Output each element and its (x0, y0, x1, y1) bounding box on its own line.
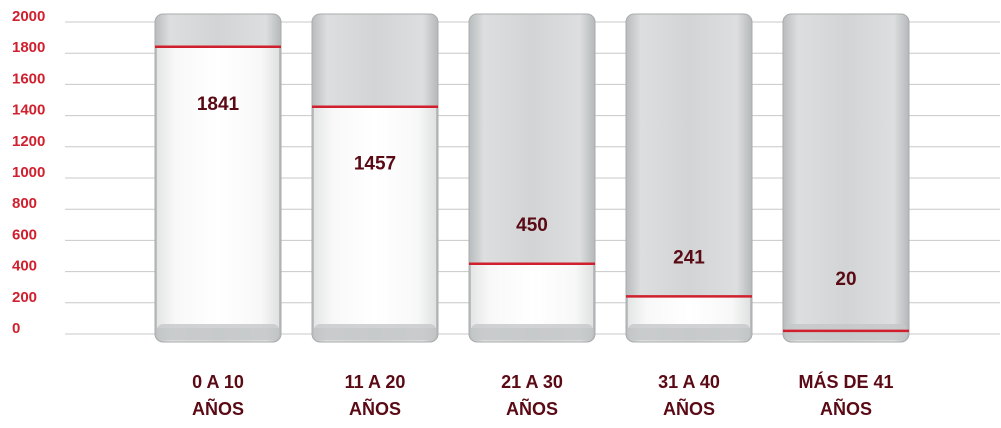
x-tick-label: 21 A 30 (501, 372, 563, 392)
value-label: 20 (835, 269, 856, 290)
milk (471, 263, 593, 328)
value-label: 1457 (354, 154, 396, 175)
x-tick-label: MÁS DE 41 (798, 371, 893, 392)
y-tick-label: 1200 (12, 133, 45, 150)
glass-base (314, 324, 436, 340)
x-tick-label: AÑOS (820, 398, 872, 419)
y-tick-label: 400 (12, 258, 37, 275)
y-tick-label: 1400 (12, 102, 45, 119)
glass-base (628, 324, 750, 340)
y-tick-label: 200 (12, 289, 37, 306)
x-tick-label: AÑOS (192, 398, 244, 419)
value-label: 1841 (197, 94, 240, 115)
y-tick-label: 600 (12, 226, 37, 243)
x-tick-label: AÑOS (349, 398, 401, 419)
y-tick-label: 1600 (12, 70, 45, 87)
x-tick-label: 0 A 10 (192, 372, 244, 392)
glass-base (471, 324, 593, 340)
y-tick-label: 800 (12, 195, 37, 212)
x-tick-label: 31 A 40 (658, 372, 720, 392)
milk (628, 296, 750, 328)
x-tick-label: AÑOS (663, 398, 715, 419)
glasses: 1841 0 A 10 AÑOS 1457 11 A 20 AÑOS 450 21 A 30 A… (154, 13, 910, 419)
x-tick-label: 11 A 20 (345, 372, 406, 392)
glass (782, 13, 910, 343)
milk (314, 106, 436, 328)
y-tick-label: 1000 (12, 164, 45, 181)
glass (625, 13, 753, 343)
milk (157, 46, 279, 328)
glass-base (157, 324, 279, 340)
y-tick-label: 0 (12, 320, 20, 337)
y-tick-label: 2000 (12, 8, 45, 25)
y-tick-label: 1800 (12, 39, 45, 56)
value-label: 241 (673, 247, 705, 268)
x-tick-label: AÑOS (506, 398, 558, 419)
value-label: 450 (516, 215, 548, 236)
glass (468, 13, 596, 343)
